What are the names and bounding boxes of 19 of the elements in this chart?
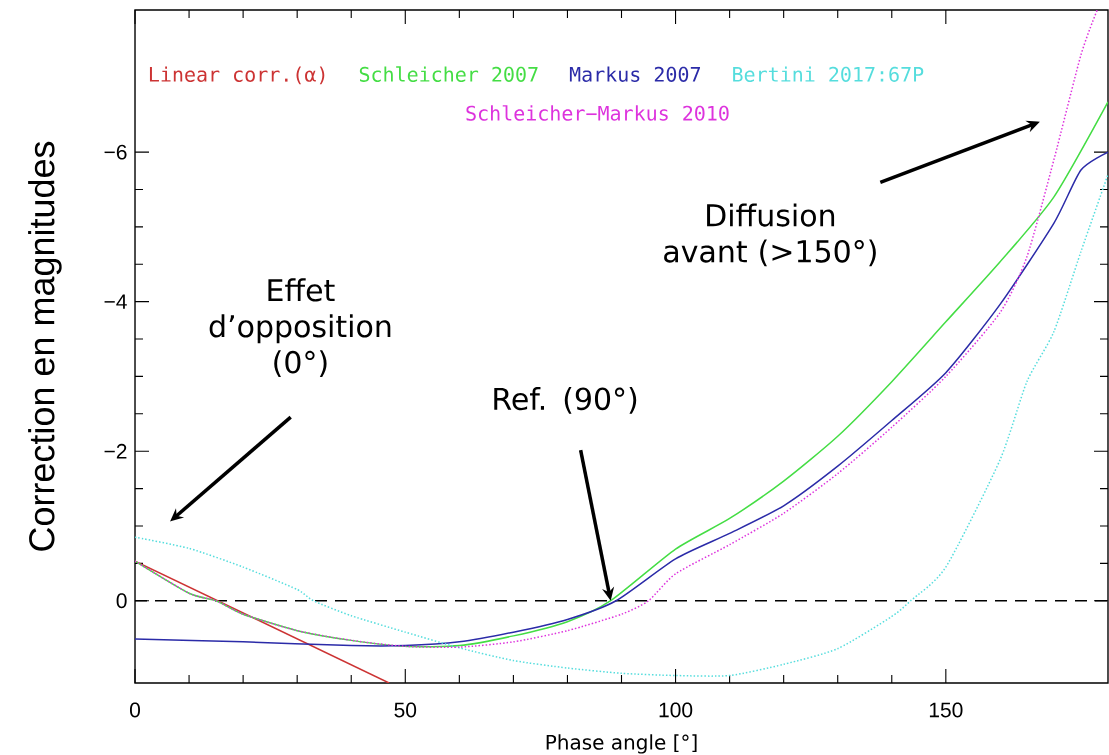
line-series (135, 10, 1098, 649)
x-axis-title: Phase angle [°] (546, 734, 697, 754)
y-tick-label: −2 (104, 443, 127, 459)
text: Schleicher 2007 (359, 66, 538, 82)
annotation: Effet d’opposition (0°) (209, 278, 391, 378)
text: Linear corr.(α) (149, 66, 325, 85)
x-tick-label: 50 (394, 702, 417, 718)
y-tick-label: 0 (116, 593, 127, 609)
annotation: Diffusion avant (>150°) (664, 203, 876, 267)
text: Markus 2007 (569, 66, 701, 82)
y-tick-label: −4 (104, 294, 127, 309)
y-tick-label: −6 (104, 144, 127, 160)
x-tick-label: 150 (929, 702, 963, 718)
text: Schleicher−Markus 2010 (466, 105, 729, 121)
annotation: Ref. (90°) (494, 386, 637, 414)
text: Bertini 2017:67P (733, 66, 924, 82)
y-axis-title: Correction en magnitudes (28, 141, 62, 551)
x-tick-label: 0 (129, 702, 141, 718)
x-tick-label: 100 (659, 702, 693, 718)
